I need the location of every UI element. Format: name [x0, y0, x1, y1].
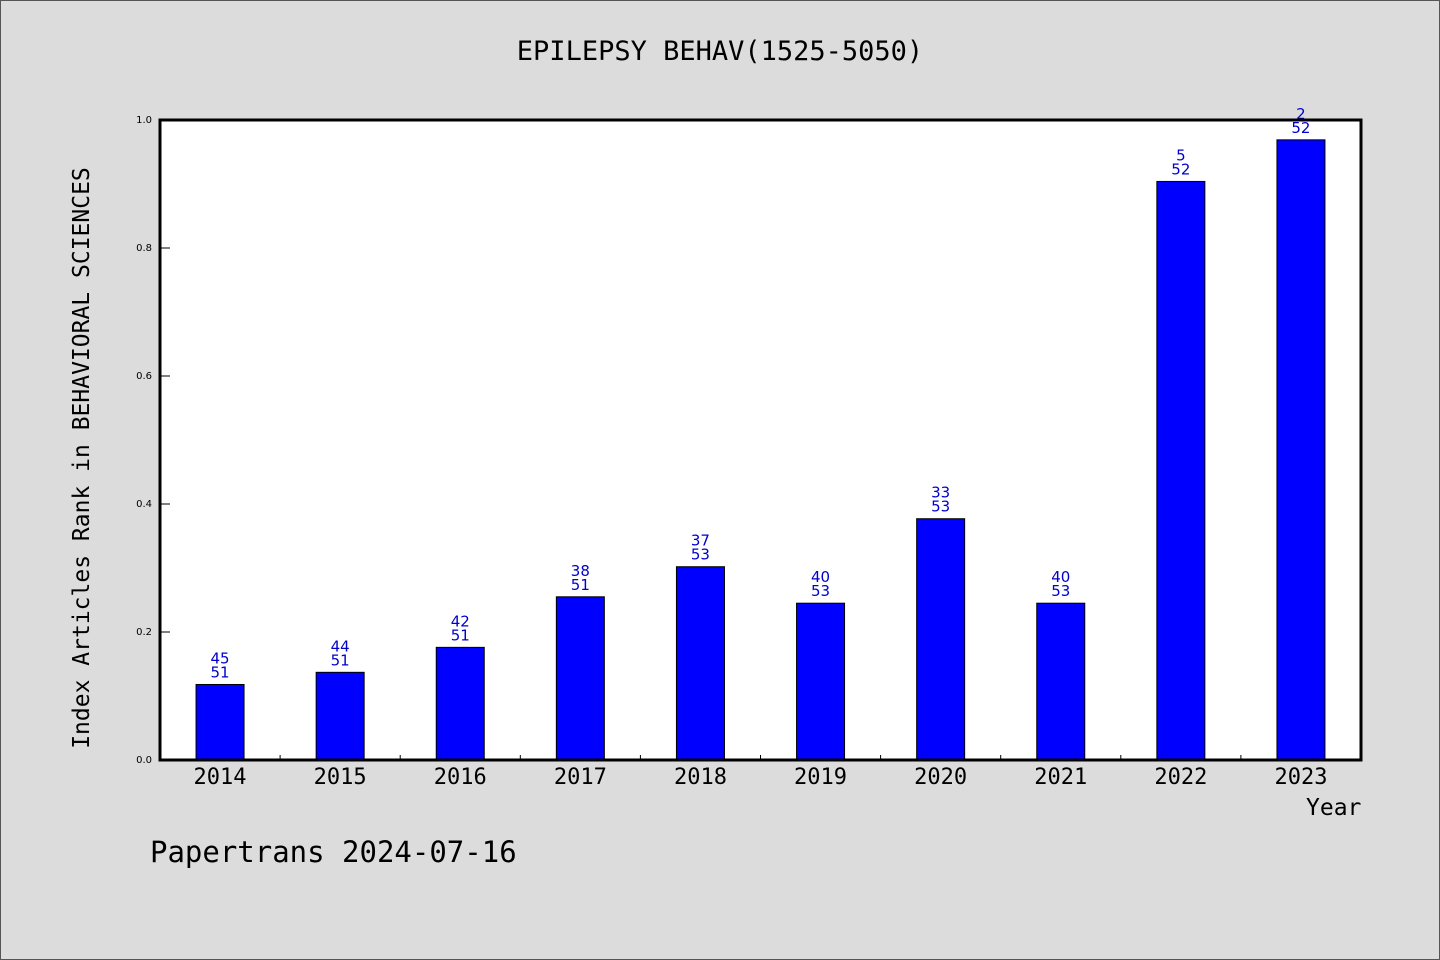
y-tick-label: 0.2: [136, 627, 152, 638]
x-tick-label: 2017: [554, 765, 607, 790]
data-label-total: 51: [331, 651, 350, 669]
data-label-rank: 2: [1296, 105, 1306, 123]
x-tick-label: 2022: [1154, 765, 1207, 790]
x-axis-label: Year: [1306, 795, 1362, 821]
data-label-total: 53: [931, 498, 950, 516]
bar-2021: [1036, 602, 1086, 761]
data-label-total: 53: [811, 582, 830, 600]
y-tick-label: 1.0: [136, 115, 152, 126]
data-label-rank: 42: [451, 612, 470, 630]
data-label-total: 52: [1171, 160, 1190, 178]
data-label-rank: 45: [211, 649, 230, 667]
x-tick-label: 2016: [434, 765, 487, 790]
x-tick-label: 2014: [194, 765, 247, 790]
x-tick-label: 2020: [914, 765, 967, 790]
plot-border: [158, 118, 1363, 762]
bar-2016: [435, 646, 485, 761]
data-label-rank: 5: [1176, 146, 1186, 164]
x-tick-label: 2019: [794, 765, 847, 790]
x-tick-label: 2023: [1274, 765, 1327, 790]
bar-2014: [195, 683, 245, 761]
bar-2022: [1156, 180, 1206, 761]
bar-2017: [555, 596, 605, 761]
bar-2018: [675, 566, 725, 761]
data-label-rank: 37: [691, 532, 710, 550]
data-label-rank: 38: [571, 562, 590, 580]
data-label-rank: 40: [811, 568, 830, 586]
data-label-total: 52: [1291, 119, 1310, 137]
x-tick-label: 2018: [674, 765, 727, 790]
data-label-total: 51: [211, 663, 230, 681]
x-tick-label: 2015: [314, 765, 367, 790]
data-label-total: 53: [1051, 582, 1070, 600]
y-tick-label: 0.4: [136, 499, 152, 510]
bar-2015: [315, 671, 365, 761]
data-label-rank: 40: [1051, 568, 1070, 586]
data-label-total: 51: [451, 626, 470, 644]
y-tick-label: 0.8: [136, 243, 152, 254]
chart-title: EPILEPSY BEHAV(1525-5050): [516, 36, 924, 67]
bar-2023: [1276, 139, 1326, 761]
data-label-total: 51: [571, 576, 590, 594]
bar-2019: [796, 602, 846, 761]
footer-text: Papertrans 2024-07-16: [150, 835, 517, 869]
y-tick-label: 0.0: [136, 755, 152, 766]
data-label-rank: 44: [331, 637, 350, 655]
x-tick-label: 2021: [1034, 765, 1087, 790]
y-tick-label: 0.6: [136, 371, 152, 382]
bar-2020: [916, 518, 966, 761]
data-label-total: 53: [691, 546, 710, 564]
data-label-rank: 33: [931, 484, 950, 502]
